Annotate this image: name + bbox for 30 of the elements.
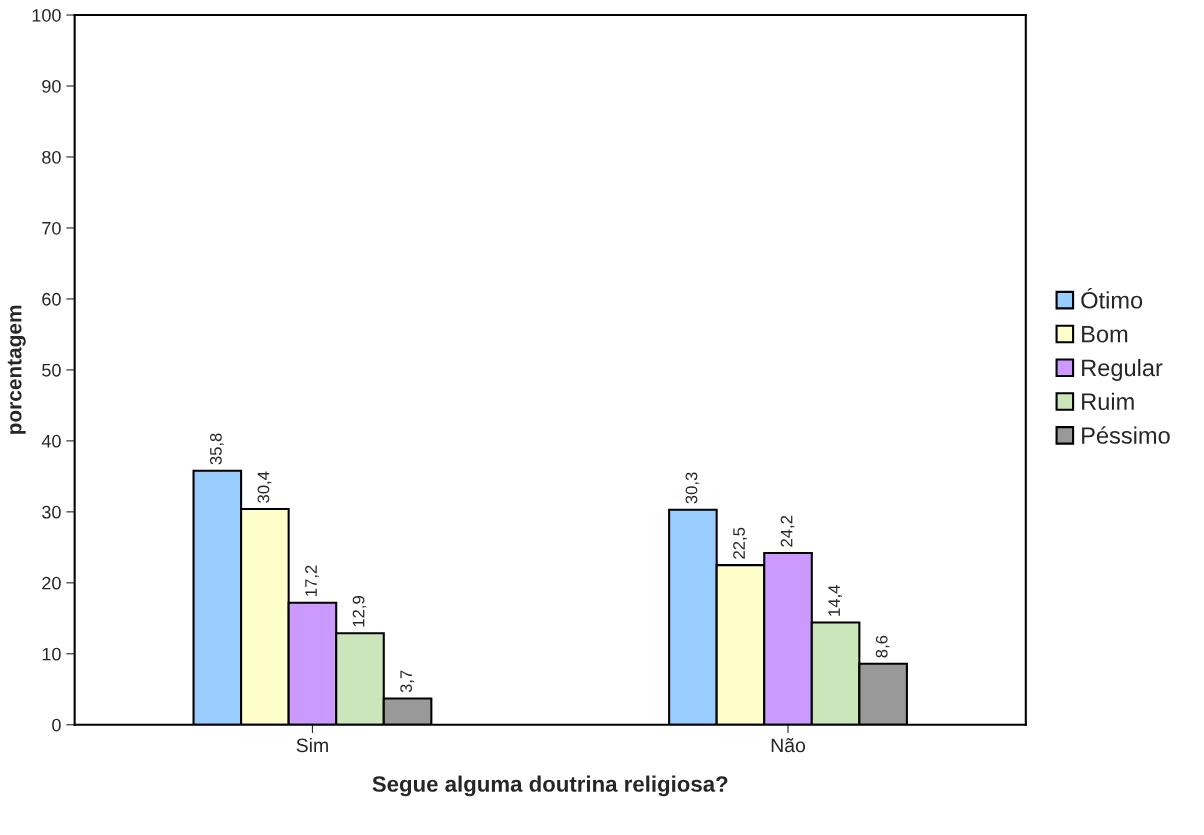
y-tick-label: 50 (42, 363, 61, 377)
y-tick-label: 30 (42, 505, 61, 519)
data-label: 30,4 (257, 471, 272, 503)
legend-label: Péssimo (1082, 426, 1170, 444)
y-tick-label: 0 (52, 718, 61, 732)
y-tick-label: 20 (42, 576, 61, 590)
data-label: 14,4 (828, 585, 843, 616)
data-label: 8,6 (875, 635, 890, 658)
data-label: 17,2 (305, 565, 319, 596)
y-tick-label: 70 (42, 221, 61, 235)
y-tick-label: 60 (42, 292, 61, 306)
y-tick-label: 40 (41, 434, 61, 448)
legend-label: Ótimo (1081, 287, 1143, 309)
y-tick-label: 100 (32, 8, 61, 22)
y-tick-label: 80 (42, 150, 61, 164)
x-axis-title: Segue alguma doutrina religiosa? (372, 775, 728, 797)
legend-label: Bom (1082, 325, 1128, 343)
data-label: 12,9 (352, 596, 367, 627)
legend-label: Regular (1082, 358, 1163, 381)
y-tick-label: 10 (42, 647, 61, 661)
data-label: 35,8 (209, 433, 224, 465)
y-tick-label: 90 (42, 79, 61, 93)
data-label: 3,7 (400, 670, 414, 693)
data-label: 24,2 (780, 515, 795, 547)
y-axis-title: porcentagem (7, 305, 26, 434)
x-tick-label: Sim (296, 737, 328, 753)
data-label: 30,3 (685, 472, 700, 504)
legend-label: Ruim (1082, 392, 1134, 411)
x-tick-label: Não (771, 738, 806, 753)
data-label: 22,5 (733, 527, 747, 559)
